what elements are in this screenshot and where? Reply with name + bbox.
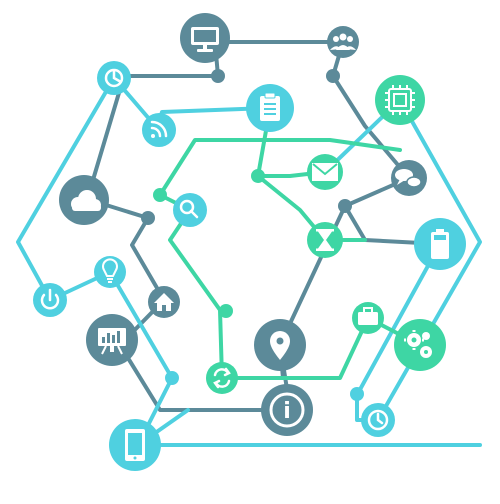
clock-icon — [367, 409, 389, 431]
connector — [16, 76, 116, 302]
node-envelope — [307, 154, 343, 190]
node-clipboard — [246, 84, 294, 132]
cloud-icon — [71, 190, 101, 211]
junction-dot — [326, 69, 340, 83]
node-cpu — [375, 75, 425, 125]
node-search — [173, 193, 207, 227]
junction-dot — [165, 371, 179, 385]
node-chat — [391, 160, 427, 196]
info-icon: i — [283, 399, 291, 424]
node-gears — [394, 319, 446, 371]
briefcase-icon — [358, 307, 378, 325]
node-pie-chart — [97, 61, 131, 95]
gears-icon — [404, 330, 432, 358]
node-users — [327, 26, 359, 58]
connector — [331, 40, 411, 180]
node-presentation — [86, 314, 138, 366]
node-map-pin — [254, 319, 306, 371]
monitor-icon — [191, 27, 219, 52]
chat-bubbles-icon — [395, 169, 422, 188]
node-hourglass — [307, 222, 343, 258]
node-info: i — [261, 384, 313, 436]
presentation-icon — [98, 328, 126, 355]
junction-dot — [141, 211, 155, 225]
refresh-icon — [213, 367, 231, 389]
map-pin-icon — [270, 331, 290, 360]
junction-dot — [350, 387, 364, 401]
battery-icon — [431, 229, 449, 259]
node-cloud — [59, 175, 109, 225]
node-rss — [142, 113, 176, 147]
smartphone-icon — [125, 429, 145, 461]
junction-dot — [219, 304, 233, 318]
lightbulb-icon — [102, 258, 118, 283]
home-icon — [154, 293, 174, 311]
pie-chart-icon — [104, 68, 124, 88]
junction-dots — [141, 69, 364, 401]
connector — [88, 198, 166, 302]
node-monitor — [180, 13, 230, 63]
node-briefcase — [352, 302, 384, 334]
rss-icon — [150, 120, 168, 138]
connector — [118, 298, 292, 412]
power-icon — [40, 288, 60, 310]
node-home — [148, 286, 180, 318]
node-lightbulb — [94, 256, 126, 288]
search-icon — [179, 199, 199, 219]
junction-dot — [211, 69, 225, 83]
hourglass-icon — [316, 229, 334, 251]
node-clock — [361, 403, 395, 437]
envelope-icon — [312, 163, 338, 181]
clipboard-icon — [260, 92, 280, 121]
node-refresh — [206, 362, 238, 394]
connector — [343, 176, 442, 246]
users-icon — [330, 33, 356, 50]
connector — [168, 208, 224, 380]
junction-dot — [338, 199, 352, 213]
node-battery — [414, 218, 466, 270]
junction-dot — [153, 188, 167, 202]
node-power — [33, 283, 67, 317]
cpu-chip-icon — [385, 85, 415, 115]
junction-dot — [251, 169, 265, 183]
node-smartphone — [109, 419, 161, 471]
connector — [281, 316, 422, 380]
connector — [158, 138, 402, 197]
